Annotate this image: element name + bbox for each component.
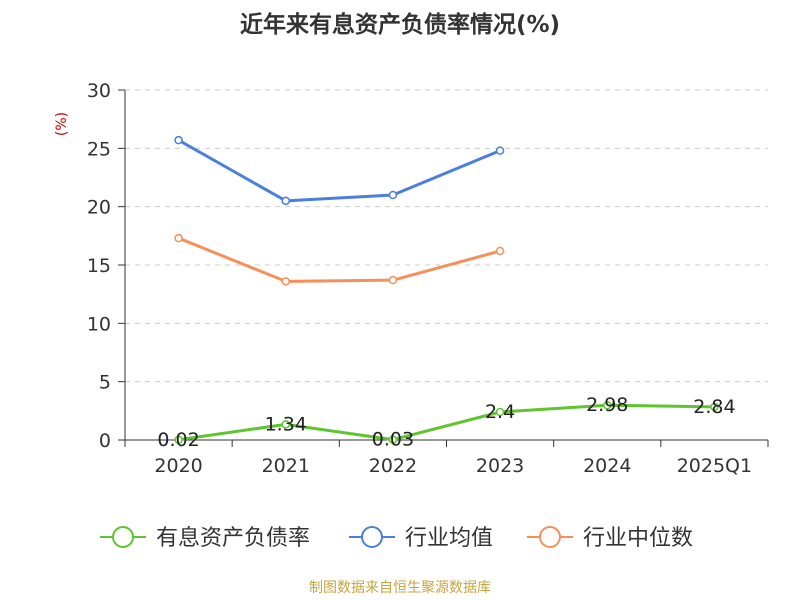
data-point (174, 135, 183, 145)
legend-label: 行业中位数 (583, 526, 693, 551)
series-layer: 0.02 1.34 0.03 2.4 2.98 2.84 (157, 135, 736, 451)
data-point (495, 246, 505, 256)
chart-title: 近年来有息资产负债率情况(%) (240, 11, 560, 38)
series-line (177, 236, 502, 283)
y-axis-label: (%) (54, 112, 70, 136)
data-point (388, 275, 398, 285)
x-tick-label: 2024 (583, 455, 631, 477)
y-tick-label: 15 (87, 255, 111, 277)
legend-marker (539, 526, 561, 548)
grid-layer (125, 89, 768, 383)
x-tick-label: 2020 (154, 455, 202, 477)
data-label: 2.98 (586, 394, 628, 416)
y-tick-label: 5 (99, 372, 111, 394)
y-tick-label: 30 (87, 80, 111, 102)
x-tick-label: 2025Q1 (677, 455, 752, 477)
legend-label: 行业均值 (405, 526, 493, 551)
data-point (388, 435, 398, 444)
series-line (177, 138, 502, 203)
source-text: 制图数据来自恒生聚源数据库 (309, 580, 491, 596)
data-label: 0.02 (157, 429, 199, 451)
data-label: 2.4 (485, 401, 515, 423)
data-label: 2.84 (693, 396, 735, 418)
y-tick-label: 0 (99, 430, 111, 452)
data-point (281, 196, 290, 206)
data-point (174, 233, 183, 243)
data-point (281, 420, 290, 429)
x-tick-label: 2022 (369, 455, 417, 477)
legend-label: 有息资产负债率 (156, 526, 310, 551)
legend: 有息资产负债率 行业均值 行业中位数 (100, 526, 693, 551)
y-tick-label: 10 (87, 313, 111, 335)
legend-marker (112, 526, 134, 548)
data-point (174, 435, 183, 445)
data-label: 1.34 (265, 413, 307, 435)
data-point (495, 146, 505, 155)
data-point (388, 190, 398, 200)
legend-marker (361, 526, 383, 548)
data-point (710, 402, 719, 412)
y-tick-label: 20 (87, 197, 111, 219)
data-label: 0.03 (372, 429, 414, 451)
axis-layer: 0 5 10 15 20 25 30 2020 2021 2022 2023 2024 2025Q1 (87, 80, 769, 477)
data-point (603, 400, 612, 410)
x-tick-label: 2023 (476, 455, 524, 477)
data-point (495, 407, 505, 417)
data-point (281, 277, 290, 286)
x-tick-label: 2021 (262, 455, 310, 477)
series-line (177, 403, 716, 442)
y-tick-label: 25 (87, 138, 111, 160)
